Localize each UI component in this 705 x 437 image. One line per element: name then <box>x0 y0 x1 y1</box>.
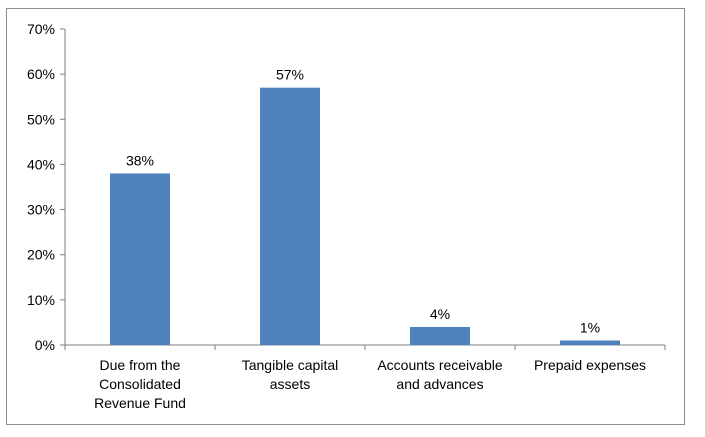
bar <box>410 326 470 345</box>
y-tick-label: 10% <box>27 292 55 308</box>
category-label-line: Tangible capital <box>242 357 339 373</box>
y-tick-label: 70% <box>27 21 55 37</box>
category-label: Due from the Consolidated Revenue Fund <box>94 357 186 411</box>
y-tick-label: 50% <box>27 111 55 127</box>
category-label: Tangible capital assets <box>242 357 339 392</box>
category-label-line: Prepaid expenses <box>534 357 646 373</box>
bar <box>560 340 620 345</box>
data-label: 38% <box>126 152 154 168</box>
category-label-line: Due from the <box>100 357 181 373</box>
category-label: Prepaid expenses <box>534 357 646 373</box>
category-label: Accounts receivable and advances <box>377 357 503 392</box>
bar <box>110 173 170 345</box>
y-tick-label: 60% <box>27 66 55 82</box>
category-label-line: Revenue Fund <box>94 395 186 411</box>
bars <box>110 87 620 345</box>
category-label-line: and advances <box>396 376 483 392</box>
labels: 38% Due from the Consolidated Revenue Fund 5… <box>94 67 646 411</box>
data-label: 57% <box>276 67 304 83</box>
category-label-line: assets <box>270 376 310 392</box>
y-tick-label: 40% <box>27 156 55 172</box>
category-label-line: Consolidated <box>99 376 181 392</box>
y-tick-label: 20% <box>27 247 55 263</box>
data-label: 1% <box>580 319 600 335</box>
y-tick-label: 30% <box>27 202 55 218</box>
bar <box>260 87 320 345</box>
data-label: 4% <box>430 306 450 322</box>
y-tick-label: 0% <box>35 337 55 353</box>
category-label-line: Accounts receivable <box>377 357 503 373</box>
